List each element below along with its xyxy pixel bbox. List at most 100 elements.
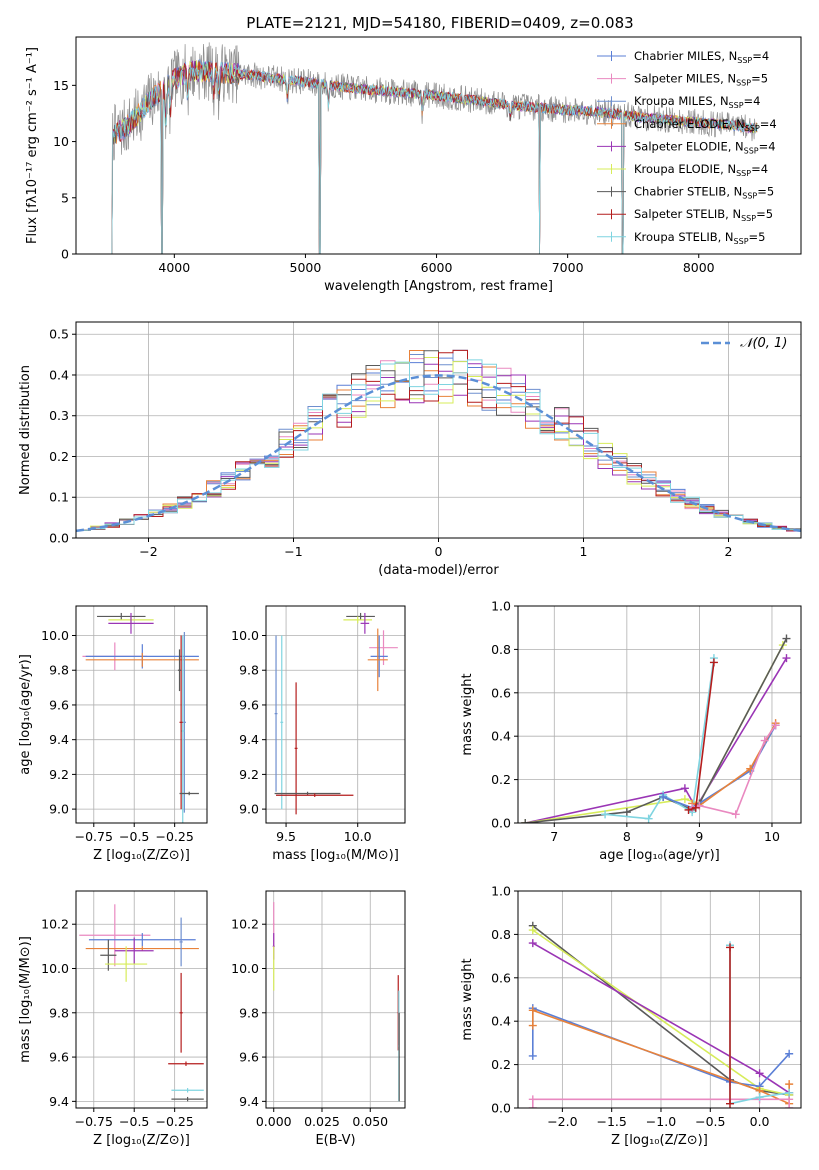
x-tick-label: 7 <box>550 829 558 844</box>
y-tick-label: 0.4 <box>491 729 511 744</box>
weight-marker-salpeter_stelib <box>726 1099 735 1108</box>
model-kroupa_miles <box>110 59 758 254</box>
model-salpeter_elodie <box>110 60 758 254</box>
y-tick-label: 0.4 <box>491 1014 511 1029</box>
plot-area <box>82 612 199 823</box>
x-axis-label: Z [log₁₀(Z/Z⊙)] <box>93 1133 190 1148</box>
weight-marker-kroupa_elodie <box>680 795 689 804</box>
x-tick-label: 9 <box>695 829 703 844</box>
model-kroupa_stelib <box>110 60 758 254</box>
x-tick-label: 8 <box>623 829 631 844</box>
y-axis-label: mass [log₁₀(M/M⊙)] <box>18 936 33 1063</box>
x-tick-label: 1 <box>580 544 588 559</box>
x-axis-label: age [log₁₀(age/yr)] <box>599 848 720 863</box>
axes-frame <box>75 605 208 824</box>
y-tick-label: 0.5 <box>49 327 69 342</box>
y-axis-label: mass weight <box>460 673 475 755</box>
x-axis-label: (data-model)/error <box>378 563 499 578</box>
y-tick-label: 9.4 <box>239 1094 259 1109</box>
x-tick-label: −0.25 <box>155 829 193 844</box>
plot-area <box>79 904 204 1102</box>
y-tick-label: 10.0 <box>41 628 69 643</box>
legend-label-suffix: =5 <box>756 207 773 221</box>
y-tick-label: 9.0 <box>239 802 259 817</box>
weight-marker-chabrier_elodie <box>785 1080 794 1089</box>
legend-label-suffix: =4 <box>751 162 768 176</box>
y-tick-label: 10.2 <box>231 917 259 932</box>
legend-label-main: Salpeter MILES, N <box>634 72 736 86</box>
legend-label: Kroupa MILES, NSSP=4 <box>634 94 760 110</box>
y-tick-label: 0.0 <box>49 531 69 546</box>
plot-area <box>272 902 400 1102</box>
weight-marker-chabrier_miles <box>785 1049 794 1058</box>
legend-label-sub: SSP <box>736 79 751 88</box>
plot-area <box>528 921 794 1108</box>
y-tick-label: 0.6 <box>491 970 511 985</box>
x-axis-label: wavelength [Angstrom, rest frame] <box>324 279 553 294</box>
hist-salpeter_stelib <box>76 349 801 532</box>
weight-marker-kroupa_stelib <box>755 1093 764 1102</box>
weight-marker-salpeter_elodie <box>528 939 537 948</box>
figure-title: PLATE=2121, MJD=54180, FIBERID=0409, z=0… <box>246 14 633 32</box>
y-tick-label: 9.6 <box>49 1050 69 1065</box>
legend-label-main: Chabrier MILES, N <box>634 49 737 63</box>
panel-weight_vs_age: 7 8 9 10 0.0 0.2 0.4 0.6 0.8 1.0 age [log₁₀(age/yr… <box>460 599 802 863</box>
legend-label-sub: SSP <box>729 101 744 110</box>
normal-curve <box>76 374 801 533</box>
weight-marker-chabrier_stelib <box>622 808 631 817</box>
weight-marker-salpeter_miles <box>785 1104 794 1108</box>
legend-label-main: Kroupa MILES, N <box>634 94 729 108</box>
x-tick-label: −2.0 <box>547 1114 577 1129</box>
legend-label: Chabrier STELIB, NSSP=5 <box>634 185 774 201</box>
y-tick-label: 0.2 <box>491 1057 511 1072</box>
x-tick-label: −1.0 <box>646 1114 676 1129</box>
weight-marker-salpeter_elodie <box>680 784 689 793</box>
y-tick-label: 9.2 <box>49 767 69 782</box>
y-axis-label: mass weight <box>460 958 475 1040</box>
weight-marker-kroupa_stelib <box>601 810 610 819</box>
weight-marker-salpeter_miles <box>528 1095 537 1104</box>
axes-frame <box>75 890 208 1109</box>
y-tick-label: 9.0 <box>49 802 69 817</box>
x-tick-label: 6000 <box>421 260 453 275</box>
y-axis-label: Flux [fλ10⁻¹⁷ erg cm⁻² s⁻¹ A⁻¹] <box>25 47 40 244</box>
y-tick-label: 10 <box>53 134 69 149</box>
legend-label-suffix: =4 <box>744 94 761 108</box>
y-tick-label: 9.4 <box>49 1094 69 1109</box>
weight-marker-chabrier_elodie <box>528 1006 537 1015</box>
x-tick-label: −0.5 <box>119 1114 149 1129</box>
legend-label-suffix: =5 <box>757 185 774 199</box>
x-tick-label: 10.0 <box>344 829 372 844</box>
y-tick-label: 0.8 <box>491 927 511 942</box>
x-tick-label: 0.025 <box>304 1114 340 1129</box>
y-tick-label: 9.8 <box>49 663 69 678</box>
x-axis-label: Z [log₁₀(Z/Z⊙)] <box>93 848 190 863</box>
x-tick-label: 2 <box>725 544 733 559</box>
y-tick-label: 9.8 <box>239 1005 259 1020</box>
legend-label: Salpeter MILES, NSSP=5 <box>634 72 768 88</box>
y-tick-label: 10.0 <box>41 961 69 976</box>
x-tick-label: −1 <box>284 544 302 559</box>
y-tick-label: 10.0 <box>231 628 259 643</box>
panel-mass_vs_Z: −0.75 −0.5 −0.25 9.4 9.6 9.8 10.0 10.2 Z [log₁₀(… <box>18 890 208 1148</box>
legend-label-main: Salpeter ELODIE, N <box>634 139 744 153</box>
legend-label-suffix: =5 <box>749 230 766 244</box>
x-axis-label: Z [log₁₀(Z/Z⊙)] <box>611 1133 708 1148</box>
legend-label-sub: SSP <box>734 237 749 246</box>
panel-age_vs_mass: 9.5 10.0 9.0 9.2 9.4 9.6 9.8 10.0 mass [log₁₀(M/… <box>231 605 406 863</box>
panel-residuals: −2 −1 0 1 2 0.0 0.1 0.2 0.3 0.4 0.5 (data-model)/er… <box>18 321 802 578</box>
panel-age_vs_Z: −0.75 −0.5 −0.25 9.0 9.2 9.4 9.6 9.8 10.0 Z [log₁… <box>18 605 208 863</box>
y-tick-label: 9.6 <box>239 697 259 712</box>
legend-label-sub: SSP <box>744 146 759 155</box>
legend-label: Salpeter STELIB, NSSP=5 <box>634 207 773 223</box>
y-tick-label: 9.6 <box>49 697 69 712</box>
weight-marker-salpeter_elodie <box>755 1069 764 1078</box>
weight-marker-salpeter_miles <box>771 721 780 730</box>
x-tick-label: −0.5 <box>695 1114 725 1129</box>
legend-label: Salpeter ELODIE, NSSP=4 <box>634 139 776 155</box>
legend-label-sub: SSP <box>741 214 756 223</box>
legend-label-sub: SSP <box>745 124 760 133</box>
x-tick-label: 0.0 <box>750 1114 770 1129</box>
